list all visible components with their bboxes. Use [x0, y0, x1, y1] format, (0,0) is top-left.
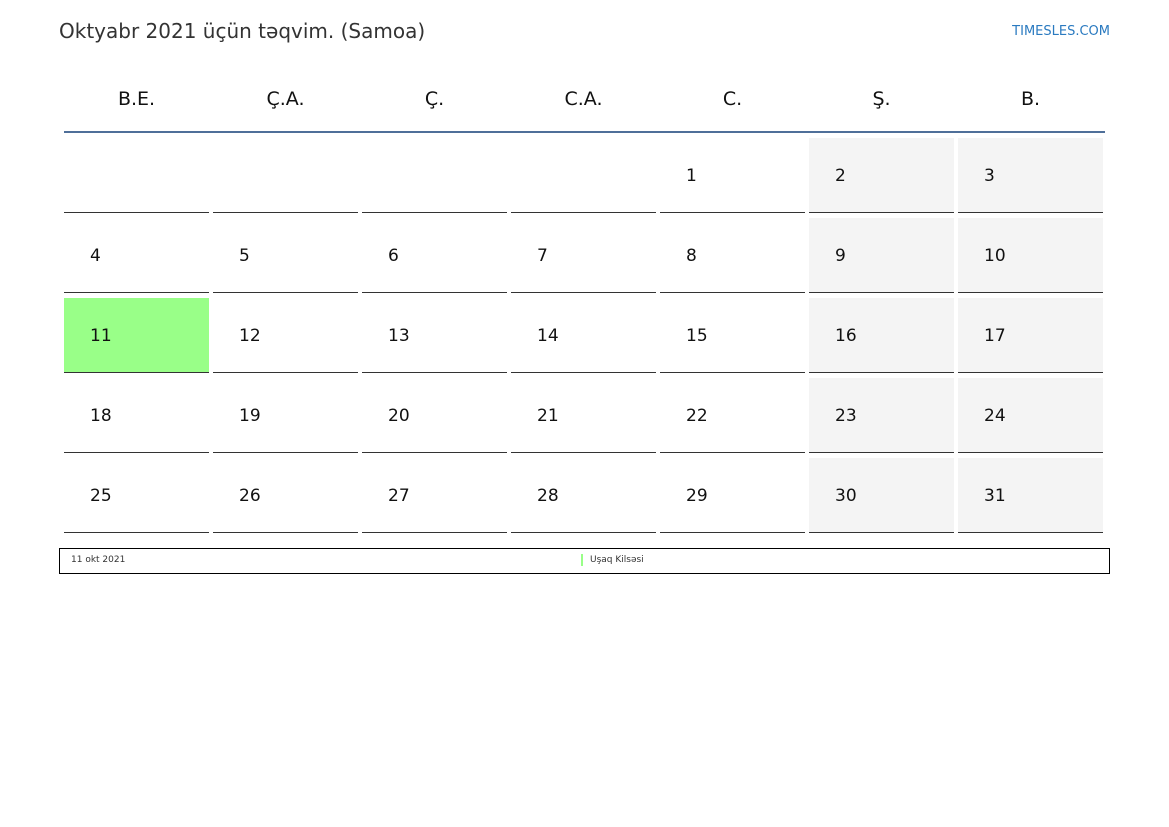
- empty-cell: [64, 138, 209, 213]
- day-number: 19: [239, 406, 261, 426]
- day-cell[interactable]: 4: [64, 218, 209, 293]
- day-cell[interactable]: 27: [362, 458, 507, 533]
- day-number: 16: [835, 326, 857, 346]
- day-number: 17: [984, 326, 1006, 346]
- day-cell[interactable]: 6: [362, 218, 507, 293]
- day-number: 30: [835, 486, 857, 506]
- day-cell[interactable]: 3: [958, 138, 1103, 213]
- day-number: 12: [239, 326, 261, 346]
- day-cell[interactable]: 26: [213, 458, 358, 533]
- weekday-label: Ş.: [872, 88, 891, 110]
- day-number: 27: [388, 486, 410, 506]
- day-number: 14: [537, 326, 559, 346]
- day-number: 24: [984, 406, 1006, 426]
- day-cell[interactable]: 5: [213, 218, 358, 293]
- legend-date: 11 okt 2021: [71, 555, 126, 565]
- day-cell[interactable]: 20: [362, 378, 507, 453]
- day-cell[interactable]: 21: [511, 378, 656, 453]
- weekday-header: B.E. Ç.A. Ç. C.A. C. Ş. B.: [64, 84, 1105, 114]
- day-cell[interactable]: 17: [958, 298, 1103, 373]
- day-cell[interactable]: 19: [213, 378, 358, 453]
- day-number: 11: [90, 326, 112, 346]
- day-cell[interactable]: 29: [660, 458, 805, 533]
- empty-cell: [213, 138, 358, 213]
- day-number: 7: [537, 246, 548, 266]
- day-cell[interactable]: 13: [362, 298, 507, 373]
- day-number: 4: [90, 246, 101, 266]
- day-number: 15: [686, 326, 708, 346]
- day-number: 2: [835, 166, 846, 186]
- day-cell[interactable]: 9: [809, 218, 954, 293]
- day-cell[interactable]: 23: [809, 378, 954, 453]
- calendar-grid: 1 2 3 4 5 6 7 8 9 10 11 12 13 14 15 16 17 18 19 20 21 22 23 24 2…: [64, 138, 1105, 533]
- weekday-label: C.: [722, 88, 743, 110]
- day-cell[interactable]: 25: [64, 458, 209, 533]
- day-number: 20: [388, 406, 410, 426]
- day-cell[interactable]: 30: [809, 458, 954, 533]
- day-number: 1: [686, 166, 697, 186]
- weekday-label: B.E.: [117, 88, 156, 110]
- weekday-label: B.: [1020, 88, 1041, 110]
- day-number: 26: [239, 486, 261, 506]
- day-cell[interactable]: 7: [511, 218, 656, 293]
- day-number: 10: [984, 246, 1006, 266]
- empty-cell: [362, 138, 507, 213]
- header-divider: [64, 131, 1105, 133]
- day-cell[interactable]: 31: [958, 458, 1103, 533]
- day-cell[interactable]: 18: [64, 378, 209, 453]
- day-cell[interactable]: 15: [660, 298, 805, 373]
- day-number: 31: [984, 486, 1006, 506]
- day-cell[interactable]: 12: [213, 298, 358, 373]
- day-cell[interactable]: 28: [511, 458, 656, 533]
- day-cell[interactable]: 10: [958, 218, 1103, 293]
- day-number: 28: [537, 486, 559, 506]
- day-number: 13: [388, 326, 410, 346]
- day-number: 8: [686, 246, 697, 266]
- day-number: 25: [90, 486, 112, 506]
- day-cell[interactable]: 14: [511, 298, 656, 373]
- holiday-legend: 11 okt 2021 Uşaq Kilsəsi: [59, 548, 1110, 574]
- day-number: 29: [686, 486, 708, 506]
- brand-link[interactable]: TIMESLES.COM: [1012, 24, 1110, 39]
- weekday-label: Ç.: [424, 88, 445, 110]
- day-cell[interactable]: 8: [660, 218, 805, 293]
- day-cell[interactable]: 11: [64, 298, 209, 373]
- day-number: 21: [537, 406, 559, 426]
- weekday-label: C.A.: [564, 88, 603, 110]
- day-number: 22: [686, 406, 708, 426]
- day-cell[interactable]: 2: [809, 138, 954, 213]
- legend-event: Uşaq Kilsəsi: [581, 554, 644, 566]
- day-number: 18: [90, 406, 112, 426]
- day-number: 3: [984, 166, 995, 186]
- day-number: 23: [835, 406, 857, 426]
- day-cell[interactable]: 1: [660, 138, 805, 213]
- day-cell[interactable]: 24: [958, 378, 1103, 453]
- day-number: 5: [239, 246, 250, 266]
- page-title: Oktyabr 2021 üçün təqvim. (Samoa): [59, 19, 426, 43]
- weekday-label: Ç.A.: [266, 88, 305, 110]
- empty-cell: [511, 138, 656, 213]
- day-number: 6: [388, 246, 399, 266]
- day-number: 9: [835, 246, 846, 266]
- day-cell[interactable]: 16: [809, 298, 954, 373]
- day-cell[interactable]: 22: [660, 378, 805, 453]
